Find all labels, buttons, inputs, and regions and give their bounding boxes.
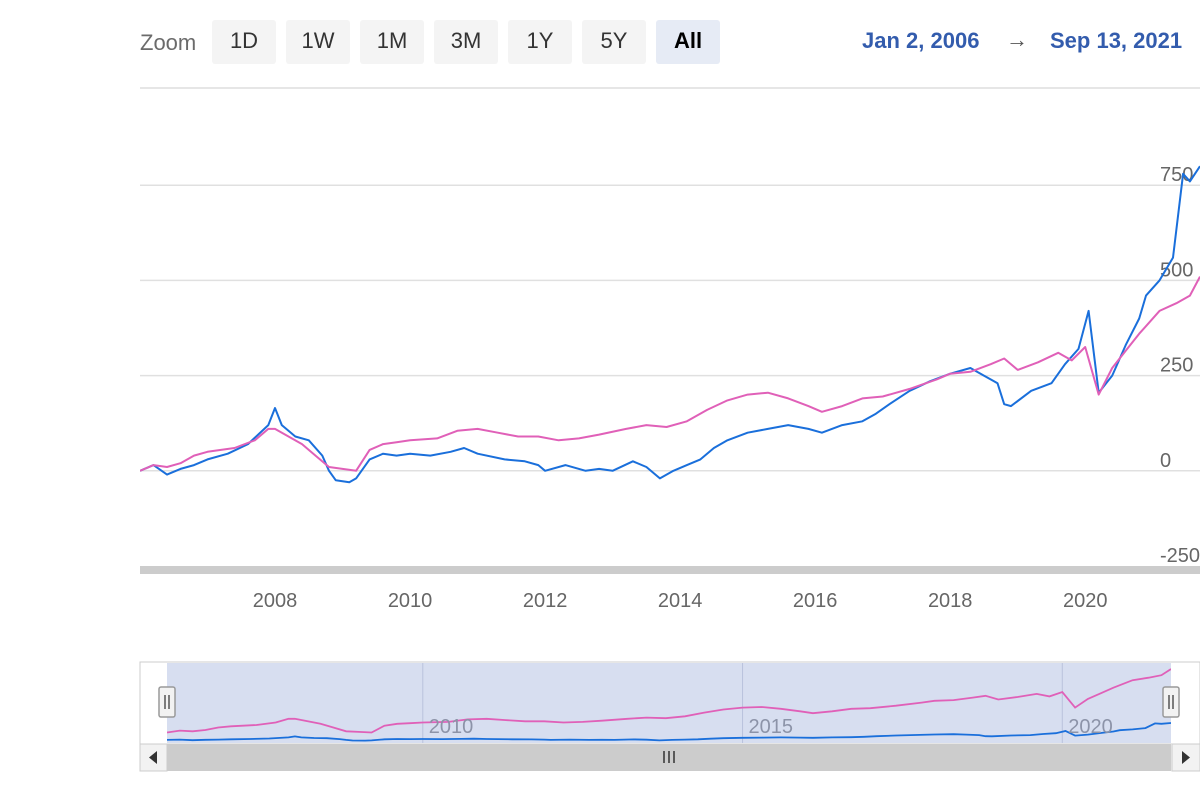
x-tick-label: 2010: [388, 590, 433, 612]
navigator-grid: [422, 663, 1063, 743]
navigator-tick-label: 2015: [749, 716, 794, 738]
x-axis-bar: [140, 566, 1200, 574]
navigator-tick-label: 2020: [1068, 716, 1113, 738]
x-tick-label: 2020: [1063, 590, 1108, 612]
zoom-button-1d[interactable]: 1D: [212, 20, 276, 64]
range-start-date[interactable]: Jan 2, 2006: [862, 28, 980, 53]
range-end-date[interactable]: Sep 13, 2021: [1050, 28, 1183, 53]
zoom-button-1w[interactable]: 1W: [286, 20, 350, 64]
x-axis-labels: 2008 2010 2012 2014 2016 2018 2020: [253, 590, 1108, 612]
x-tick-label: 2012: [523, 590, 568, 612]
scrollbar-left-button[interactable]: [139, 743, 168, 772]
zoom-button-3m[interactable]: 3M: [434, 20, 498, 64]
zoom-button-5y[interactable]: 5Y: [582, 20, 646, 64]
scrollbar-right-button[interactable]: [1171, 743, 1200, 772]
navigator-series-blue: [167, 722, 1171, 742]
navigator-handle-left[interactable]: [158, 686, 176, 718]
navigator-handle-right[interactable]: [1162, 686, 1180, 718]
navigator-labels: 2010 2015 2020: [429, 716, 1113, 738]
navigator-series-pink: [167, 668, 1171, 734]
grip-icon: [663, 751, 675, 763]
y-tick-label: 250: [1160, 355, 1193, 377]
zoom-button-all[interactable]: All: [656, 20, 720, 64]
zoom-button-1m[interactable]: 1M: [360, 20, 424, 64]
y-tick-label: 750: [1160, 164, 1193, 186]
zoom-button-1y[interactable]: 1Y: [508, 20, 572, 64]
y-tick-label: 0: [1160, 450, 1171, 472]
x-tick-label: 2008: [253, 590, 298, 612]
navigator-series: [167, 668, 1171, 742]
x-tick-label: 2014: [658, 590, 703, 612]
range-arrow: →: [1006, 27, 1028, 52]
series-line-blue[interactable]: [140, 165, 1200, 484]
y-tick-label: -250: [1160, 545, 1200, 567]
arrow-left-icon: [149, 751, 157, 764]
series-lines: [140, 165, 1200, 484]
navigator-tick-label: 2010: [429, 716, 474, 738]
x-tick-label: 2018: [928, 590, 973, 612]
navigator-selected-range[interactable]: [167, 663, 1171, 743]
x-tick-label: 2016: [793, 590, 838, 612]
arrow-right-icon: [1182, 751, 1190, 764]
series-line-pink[interactable]: [140, 276, 1200, 472]
plot-area: [140, 165, 1200, 484]
zoom-label: Zoom: [140, 30, 197, 55]
grid-lines: [140, 184, 1200, 472]
